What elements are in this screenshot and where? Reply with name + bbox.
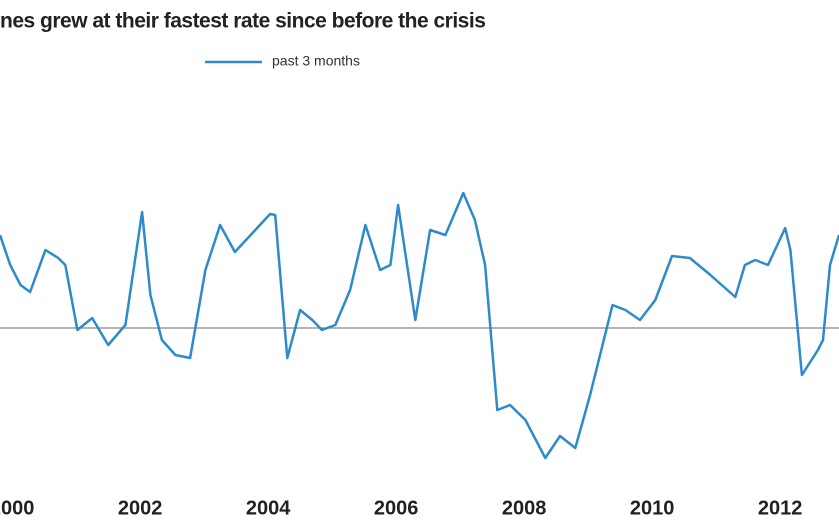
x-tick-label: 2008 — [502, 497, 547, 519]
x-tick-label: 2012 — [758, 497, 803, 519]
x-tick-label: 2006 — [374, 497, 419, 519]
x-tick-label: 2002 — [118, 497, 163, 519]
chart-title: nes grew at their fastest rate since bef… — [0, 10, 485, 33]
legend-label: past 3 months — [272, 53, 360, 69]
x-tick-label: 2010 — [630, 497, 675, 519]
x-tick-label: 2000 — [0, 497, 34, 519]
series-line — [0, 191, 839, 460]
x-tick-label: 2004 — [246, 497, 291, 519]
